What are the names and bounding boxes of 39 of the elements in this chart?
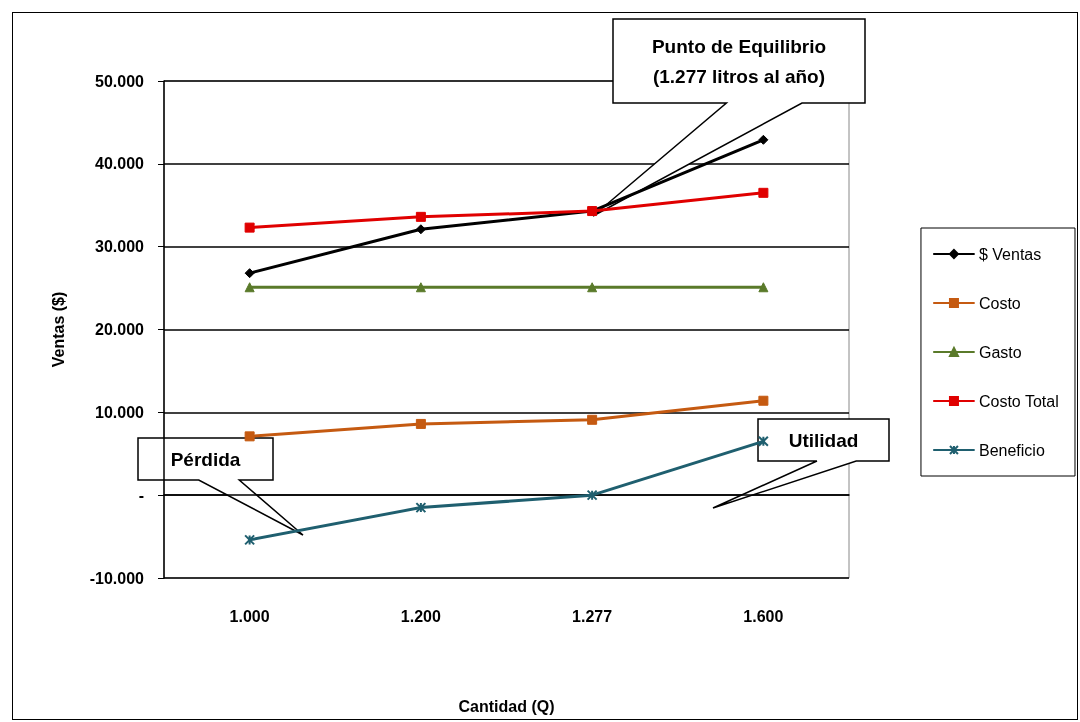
x-tick-label: 1.600 — [743, 607, 784, 625]
y-tick-label: -10.000 — [89, 569, 145, 587]
point — [758, 134, 769, 145]
point — [415, 282, 426, 293]
legend-label: $ Ventas — [978, 245, 1042, 263]
y-tick-label: 10.000 — [95, 403, 145, 421]
annotation: Pérdida — [170, 448, 241, 470]
point — [244, 282, 255, 293]
y-tick-label: 40.000 — [95, 155, 145, 173]
legend-label: Costo Total — [978, 392, 1059, 410]
legend-label: Gasto — [978, 343, 1022, 361]
y-tick-label: 30.000 — [95, 238, 145, 256]
x-tick-label: 1.277 — [572, 607, 613, 625]
y-tick-label: 50.000 — [95, 72, 145, 90]
point — [415, 418, 426, 429]
point — [415, 224, 426, 235]
x-tick-label: 1.000 — [229, 607, 270, 625]
legend-label: Beneficio — [978, 441, 1045, 459]
y-tick-label: - — [138, 486, 144, 504]
point — [244, 431, 255, 442]
point — [587, 282, 598, 293]
point — [587, 414, 598, 425]
point — [758, 395, 769, 406]
point — [757, 435, 769, 447]
y-axis-title: Ventas ($) — [49, 291, 67, 368]
point — [758, 282, 769, 293]
point — [758, 187, 769, 198]
annotation: Utilidad — [788, 429, 859, 451]
legend-label: Costo — [978, 294, 1021, 312]
point — [244, 268, 255, 279]
y-tick-label: 20.000 — [95, 321, 145, 338]
x-tick-label: 1.200 — [400, 607, 441, 625]
point — [244, 534, 256, 546]
x-axis-title: Cantidad (Q) — [458, 697, 555, 715]
point — [244, 222, 255, 233]
annotation: Punto de Equilibrio (1.277 litros al año) — [651, 35, 827, 87]
point — [586, 489, 598, 501]
point — [415, 502, 427, 514]
point — [415, 211, 426, 222]
